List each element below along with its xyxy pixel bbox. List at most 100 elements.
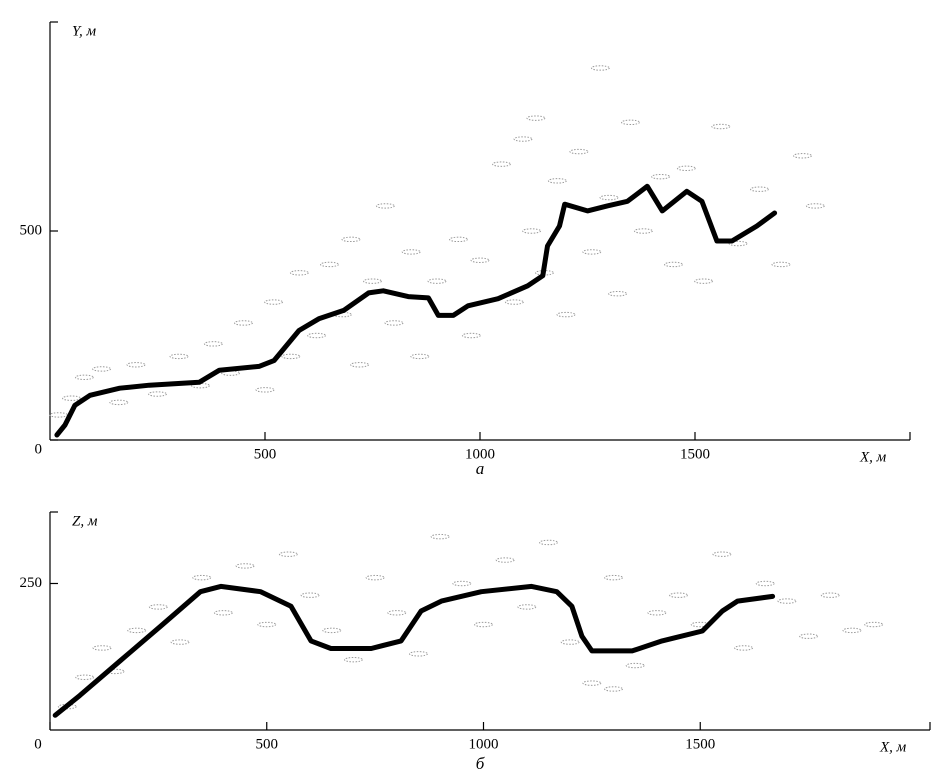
panel-label: б xyxy=(476,754,485,773)
panel-label: а xyxy=(476,459,485,478)
y-tick-label: 0 xyxy=(35,441,43,457)
cloud-point xyxy=(470,257,490,263)
cloud-point xyxy=(864,621,884,628)
cloud-point xyxy=(664,261,683,268)
cloud-point xyxy=(191,382,210,389)
cloud-point xyxy=(621,119,640,126)
cloud-point xyxy=(711,123,731,130)
cloud-point xyxy=(604,574,624,581)
cloud-point xyxy=(608,291,628,297)
cloud-point xyxy=(75,674,95,680)
cloud-point xyxy=(375,203,395,209)
cloud-point xyxy=(300,592,320,598)
y-tick-label: 500 xyxy=(20,222,43,238)
y-axis-label: Z, м xyxy=(72,513,98,529)
cloud-point xyxy=(793,153,812,159)
cloud-point xyxy=(755,580,775,587)
cloud-point xyxy=(669,592,689,598)
cloud-point xyxy=(92,366,112,372)
cloud-point xyxy=(169,353,189,360)
cloud-point xyxy=(647,610,667,616)
cloud-point xyxy=(604,686,624,692)
cloud-point xyxy=(350,362,370,368)
cloud-point xyxy=(387,610,407,616)
cloud-point xyxy=(805,203,825,209)
cloud-point xyxy=(728,240,748,247)
cloud-point xyxy=(92,645,112,651)
cloud-point xyxy=(473,621,493,628)
cloud-point xyxy=(257,621,277,628)
x-tick-label: 500 xyxy=(255,736,278,752)
cloud-point xyxy=(590,65,610,71)
cloud-point xyxy=(384,320,404,326)
cloud-point xyxy=(363,278,382,284)
cloud-point xyxy=(526,115,546,121)
cloud-point xyxy=(281,353,301,360)
cloud-point xyxy=(74,374,94,380)
cloud-point xyxy=(278,551,298,557)
cloud-point xyxy=(799,633,819,639)
cloud-point xyxy=(633,228,653,234)
cloud-point xyxy=(148,391,167,397)
cloud-point xyxy=(582,249,602,255)
cloud-point xyxy=(734,645,754,651)
cloud-point xyxy=(235,563,255,569)
x-tick-label: 1000 xyxy=(468,736,498,752)
cloud-point xyxy=(170,639,190,645)
cloud-point xyxy=(449,236,468,243)
cloud-point xyxy=(547,178,567,184)
cloud-point xyxy=(820,592,840,598)
cloud-point xyxy=(427,278,447,284)
x-axis-label: X, м xyxy=(879,739,907,755)
cloud-point xyxy=(625,662,645,669)
cloud-point xyxy=(255,387,275,393)
cloud-point xyxy=(109,399,129,406)
cloud-point xyxy=(712,551,732,557)
cloud-point xyxy=(410,353,430,360)
cloud-point xyxy=(365,574,385,581)
cloud-point xyxy=(234,320,253,326)
cloud-point xyxy=(513,136,533,142)
cloud-point xyxy=(582,680,602,686)
x-axis-label: X, м xyxy=(859,449,887,465)
cloud-point xyxy=(192,574,212,581)
cloud-point xyxy=(264,299,284,305)
y-axis-label: Y, м xyxy=(72,23,96,39)
cloud-point xyxy=(777,598,797,604)
cloud-point xyxy=(322,627,342,634)
cloud-point xyxy=(401,249,421,255)
cloud-point xyxy=(341,236,361,243)
cloud-point xyxy=(213,610,233,616)
cloud-point xyxy=(522,228,542,234)
cloud-point xyxy=(750,186,769,192)
x-tick-label: 1000 xyxy=(465,446,495,462)
x-tick-label: 1500 xyxy=(685,736,715,752)
cloud-point xyxy=(599,194,619,201)
cloud-point xyxy=(651,173,671,180)
cloud-point xyxy=(842,627,862,634)
cloud-point xyxy=(127,627,147,634)
cloud-point xyxy=(49,412,69,418)
cloud-point xyxy=(430,533,450,540)
x-tick-label: 500 xyxy=(254,446,277,462)
cloud-point xyxy=(343,656,363,663)
cloud-point xyxy=(126,362,146,368)
y-tick-label: 250 xyxy=(20,575,43,591)
cloud-point xyxy=(307,332,327,339)
cloud-point xyxy=(504,299,524,305)
cloud-point xyxy=(408,651,428,657)
cloud-point xyxy=(221,370,241,376)
cloud-point xyxy=(461,332,481,339)
cloud-point xyxy=(492,161,511,167)
x-tick-label: 1500 xyxy=(680,446,710,462)
cloud-point xyxy=(62,395,81,401)
cloud-point xyxy=(320,261,339,268)
cloud-point xyxy=(203,341,223,347)
cloud-point xyxy=(676,165,696,172)
cloud-point xyxy=(517,604,537,610)
x-tick-label: 0 xyxy=(34,736,42,752)
cloud-point xyxy=(569,148,589,155)
cloud-point xyxy=(495,557,515,563)
cloud-point xyxy=(452,580,472,587)
